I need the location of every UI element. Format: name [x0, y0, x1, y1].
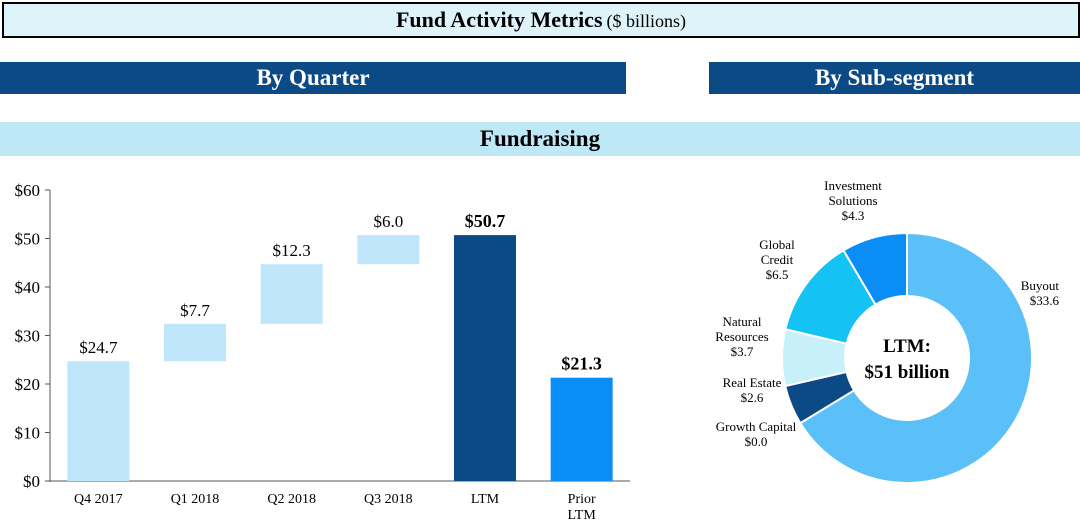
page-title-unit: ($ billions): [606, 11, 687, 31]
slice-value-label: $0.0: [745, 434, 768, 449]
slice-name-label: Growth Capital: [716, 419, 797, 434]
data-label: $12.3: [273, 241, 311, 260]
data-label: $6.0: [373, 212, 403, 231]
by-quarter-header: By Quarter: [0, 62, 626, 94]
y-tick-label: $0: [23, 472, 40, 491]
y-tick-label: $20: [15, 375, 41, 394]
bar-prior-ltm: [550, 377, 613, 481]
bar-q3-2018: [357, 235, 420, 265]
x-tick-label: LTM: [471, 492, 500, 507]
slice-name-label: Solutions: [828, 193, 877, 208]
donut-chart: Buyout$33.6 Growth Capital$0.0 Real Estate…: [715, 178, 1060, 484]
y-tick-label: $60: [15, 181, 41, 200]
slice-name-label: Buyout: [1021, 278, 1060, 293]
y-tick-label: $10: [15, 424, 41, 443]
data-label: $50.7: [465, 211, 506, 231]
slice-value-label: $33.6: [1030, 293, 1060, 308]
page-title: Fund Activity Metrics: [395, 7, 603, 32]
donut-center-label: $51 billion: [865, 362, 950, 383]
slice-name-label: Resources: [715, 329, 768, 344]
x-tick-label: Q1 2018: [171, 492, 220, 507]
fundraising-header: Fundraising: [0, 122, 1080, 156]
bar-q1-2018: [164, 323, 226, 362]
slice-value-label: $3.7: [731, 344, 754, 359]
slice-name-label: Natural: [723, 314, 762, 329]
donut-center-label: LTM:: [883, 336, 931, 357]
x-tick-label: Q2 2018: [267, 492, 316, 507]
bar-q4-2017: [67, 361, 130, 481]
y-tick-label: $50: [15, 230, 41, 249]
x-tick-label: Prior: [568, 492, 596, 507]
bar-ltm: [454, 235, 516, 481]
slice-value-label: $2.6: [741, 390, 764, 405]
slice-value-label: $6.5: [766, 267, 789, 282]
y-tick-label: $40: [15, 278, 41, 297]
x-tick-label: LTM: [568, 508, 597, 522]
slice-value-label: $4.3: [842, 208, 865, 223]
slice-name-label: Global: [759, 237, 795, 252]
slice-name-label: Credit: [761, 252, 794, 267]
data-label: $21.3: [561, 354, 602, 374]
waterfall-chart: $0 $10 $20 $30 $40 $50 $60 $24.7 Q4 2017 $7.7 Q1 2…: [15, 181, 630, 522]
page-title-bar: Fund Activity Metrics ($ billions): [2, 2, 1080, 38]
data-label: $7.7: [180, 301, 210, 320]
slice-investment-solutions: [842, 231, 908, 306]
data-label: $24.7: [79, 338, 118, 357]
y-tick-label: $30: [15, 327, 41, 346]
by-subsegment-header: By Sub-segment: [709, 62, 1080, 94]
slice-buyout: [798, 231, 1033, 484]
slice-name-label: Real Estate: [723, 375, 782, 390]
bar-q2-2018: [260, 264, 323, 324]
x-tick-label: Q3 2018: [364, 492, 413, 507]
x-tick-label: Q4 2017: [74, 492, 123, 507]
slice-name-label: Investment: [824, 178, 882, 193]
